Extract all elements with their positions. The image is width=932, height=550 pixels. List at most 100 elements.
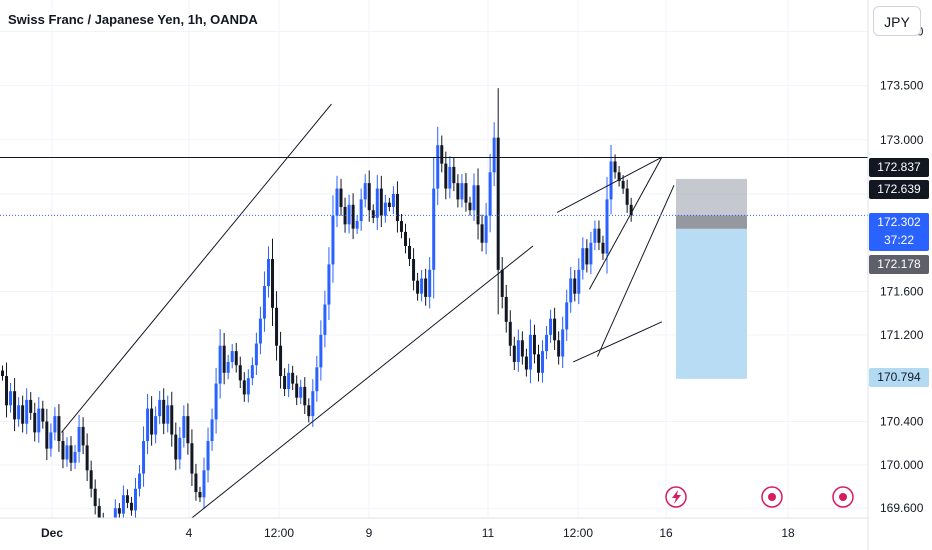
price-tick-label: 171.200 bbox=[880, 328, 924, 342]
candle-down bbox=[404, 231, 407, 246]
candle-up bbox=[146, 408, 150, 442]
candle-down bbox=[617, 172, 621, 181]
candle-up bbox=[142, 441, 146, 474]
candle-down bbox=[379, 188, 383, 216]
candle-up bbox=[355, 221, 359, 229]
price-tick-label: 169.600 bbox=[880, 501, 924, 515]
channel-1-upper-line bbox=[61, 103, 332, 433]
candle-up bbox=[230, 351, 234, 362]
time-tick-label: Dec bbox=[41, 526, 63, 540]
candle-down bbox=[629, 204, 633, 216]
candle-up bbox=[561, 329, 565, 357]
candle-down bbox=[500, 269, 504, 297]
candle-up bbox=[549, 318, 553, 335]
candle-down bbox=[85, 445, 89, 471]
candle-up bbox=[77, 426, 81, 452]
candle-down bbox=[621, 180, 625, 189]
candle-down bbox=[242, 380, 246, 395]
candle-up bbox=[49, 432, 53, 449]
candle-down bbox=[468, 202, 472, 211]
candle-up bbox=[218, 345, 222, 384]
event-icons bbox=[665, 486, 854, 508]
candle-down bbox=[291, 372, 295, 384]
candle-down bbox=[5, 376, 9, 406]
candle-up bbox=[258, 318, 262, 344]
candle-down bbox=[557, 340, 561, 357]
candle-up bbox=[138, 473, 142, 489]
candle-down bbox=[307, 405, 311, 417]
candle-up bbox=[182, 416, 186, 438]
candle-down bbox=[408, 245, 412, 259]
economic-event-icon[interactable] bbox=[761, 486, 783, 508]
candle-down bbox=[186, 416, 190, 444]
chart-title: Swiss Franc / Japanese Yen, 1h, OANDA bbox=[8, 12, 258, 27]
candle-down bbox=[496, 137, 500, 270]
entry-band bbox=[676, 215, 747, 229]
candle-up bbox=[492, 137, 496, 173]
candle-down bbox=[452, 166, 456, 184]
price-tick-label: 173.500 bbox=[880, 79, 924, 93]
candle-down bbox=[585, 248, 589, 265]
currency-selector[interactable]: JPY bbox=[873, 6, 921, 36]
price-tick-label: 170.000 bbox=[880, 458, 924, 472]
candle-down bbox=[21, 405, 25, 424]
candle-up bbox=[605, 199, 609, 254]
candle-down bbox=[532, 334, 536, 355]
trend-drawings bbox=[0, 103, 868, 518]
lightning-event-icon[interactable] bbox=[665, 486, 687, 508]
candle-up bbox=[516, 340, 520, 362]
channel-2-upper-line bbox=[556, 156, 663, 213]
candle-down bbox=[238, 365, 242, 381]
candle-down bbox=[234, 351, 238, 366]
candle-down bbox=[93, 488, 97, 507]
wedge-upper-line bbox=[588, 156, 663, 290]
candle-down bbox=[190, 443, 194, 474]
time-tick-label: 12:00 bbox=[264, 526, 294, 540]
candle-down bbox=[508, 321, 512, 346]
candle-up bbox=[53, 416, 57, 433]
time-tick-label: 16 bbox=[659, 526, 673, 540]
candle-down bbox=[440, 145, 444, 164]
candle-up bbox=[25, 399, 29, 424]
current-price-label: 172.302 37:22 bbox=[869, 213, 929, 251]
candle-down bbox=[351, 204, 355, 229]
candle-down bbox=[387, 202, 391, 207]
candle-up bbox=[581, 248, 585, 270]
candle-up bbox=[319, 334, 323, 368]
candle-up bbox=[110, 525, 113, 533]
candle-up bbox=[577, 269, 581, 294]
candle-down bbox=[125, 495, 129, 503]
current-price-value: 172.302 bbox=[877, 215, 921, 229]
candle-down bbox=[371, 210, 375, 218]
candle-down bbox=[69, 445, 73, 463]
candle-down bbox=[194, 473, 198, 492]
candle-down bbox=[395, 193, 399, 222]
candle-down bbox=[117, 508, 121, 514]
candle-up bbox=[206, 441, 210, 471]
economic-event-icon[interactable] bbox=[832, 486, 854, 508]
candle-down bbox=[416, 280, 420, 294]
candle-down bbox=[102, 519, 105, 528]
candle-up bbox=[545, 334, 549, 352]
candle-up bbox=[323, 304, 327, 335]
position-zones bbox=[676, 178, 747, 379]
candle-down bbox=[1, 370, 4, 377]
candle-down bbox=[444, 163, 448, 189]
candle-up bbox=[315, 367, 319, 392]
candle-up bbox=[65, 445, 69, 460]
candle-down bbox=[271, 259, 275, 308]
entry-price-label: 172.178 bbox=[869, 255, 929, 274]
candle-up bbox=[541, 351, 545, 373]
wedge-lower-line bbox=[596, 185, 675, 357]
candle-up bbox=[460, 183, 464, 200]
candle-down bbox=[613, 161, 617, 173]
candle-up bbox=[484, 215, 488, 243]
candle-up bbox=[9, 391, 13, 406]
candle-down bbox=[424, 278, 428, 297]
candle-down bbox=[480, 224, 484, 243]
candle-up bbox=[359, 199, 363, 222]
candle-up bbox=[166, 405, 170, 424]
candle-up bbox=[254, 343, 258, 366]
